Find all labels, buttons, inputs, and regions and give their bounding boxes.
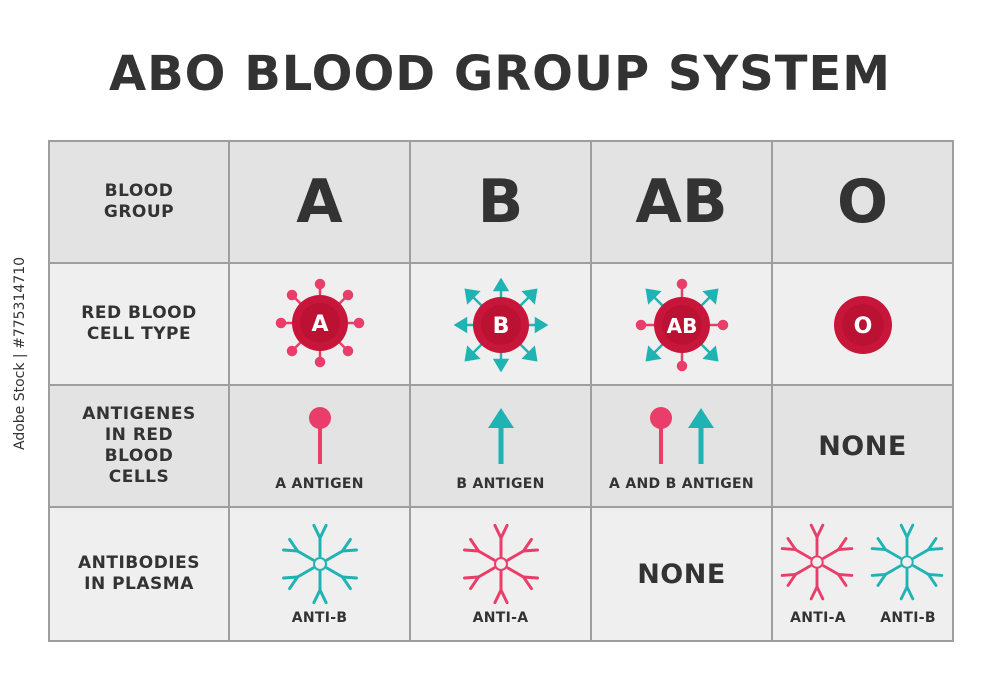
antibody-caption-o-left: ANTI-A (790, 610, 846, 626)
rbc-label-o: O (854, 314, 873, 339)
antibody-caption-o-right: ANTI-B (880, 610, 936, 626)
red-cell-ab-antigen-icon: AB (635, 278, 729, 372)
row-label-text: ANTIGENES IN RED BLOOD CELLS (82, 404, 196, 487)
row-label-antigens: ANTIGENES IN RED BLOOD CELLS (48, 384, 230, 508)
a-antigen-icon (650, 407, 672, 464)
antigen-cell-o: NONE (771, 384, 954, 508)
anti-a-antibody-icon (780, 523, 854, 601)
row-label-text: ANTIBODIES IN PLASMA (77, 553, 200, 594)
b-antigen-icon (688, 408, 714, 464)
page-title: ABO BLOOD GROUP SYSTEM (108, 46, 892, 102)
red-cell-o-icon: O (834, 296, 892, 354)
row-label-rbc-type: RED BLOOD CELL TYPE (48, 262, 230, 386)
rbc-cell-b: B (409, 262, 592, 386)
antigen-none-text: NONE (818, 430, 907, 462)
antigen-cell-ab: A AND B ANTIGEN (590, 384, 773, 508)
antibody-cell-ab: NONE (590, 506, 773, 642)
group-header-a: A (228, 140, 411, 264)
antibody-cell-b: ANTI-A (409, 506, 592, 642)
antigen-cell-b: B ANTIGEN (409, 384, 592, 508)
anti-b-antibody-icon (870, 523, 944, 601)
row-label-antibodies: ANTIBODIES IN PLASMA (48, 506, 230, 642)
antibody-cell-o: ANTI-A ANTI-B (771, 506, 954, 642)
antigen-caption-b: B ANTIGEN (456, 476, 545, 492)
row-label-text: RED BLOOD CELL TYPE (81, 303, 197, 344)
rbc-label-b: B (493, 314, 510, 339)
stock-watermark: Adobe Stock | #775314710 (12, 257, 28, 450)
antigen-caption-ab: A AND B ANTIGEN (609, 476, 754, 492)
watermark-separator: | (12, 353, 28, 359)
red-cell-b-antigen-icon: B (454, 278, 548, 372)
anti-a-antibody-icon (463, 523, 539, 605)
row-label-text: BLOOD GROUP (103, 181, 175, 222)
antigen-caption-a: A ANTIGEN (275, 476, 364, 492)
antibody-caption-a: ANTI-B (291, 610, 348, 626)
rbc-cell-a: A (228, 262, 411, 386)
rbc-label-a: A (311, 312, 328, 337)
watermark-brand: Adobe Stock (12, 362, 28, 450)
group-header-b: B (409, 140, 592, 264)
group-header-ab: AB (590, 140, 773, 264)
anti-b-antibody-icon (282, 523, 358, 605)
row-label-blood-group: BLOOD GROUP (48, 140, 230, 264)
antibody-none-text: NONE (637, 558, 726, 590)
antibody-caption-b: ANTI-A (472, 610, 529, 626)
watermark-id: #775314710 (12, 256, 28, 349)
antigen-cell-a: A ANTIGEN (228, 384, 411, 508)
abo-table: BLOOD GROUP A B AB O RED BLOOD CELL TYPE (48, 140, 954, 642)
group-header-o: O (771, 140, 954, 264)
a-antigen-icon (309, 407, 331, 464)
rbc-cell-o: O (771, 262, 954, 386)
red-cell-a-antigen-icon: A (275, 278, 365, 368)
b-antigen-icon (488, 408, 514, 464)
rbc-label-ab: AB (667, 314, 698, 338)
rbc-cell-ab: AB (590, 262, 773, 386)
antibody-cell-a: ANTI-B (228, 506, 411, 642)
